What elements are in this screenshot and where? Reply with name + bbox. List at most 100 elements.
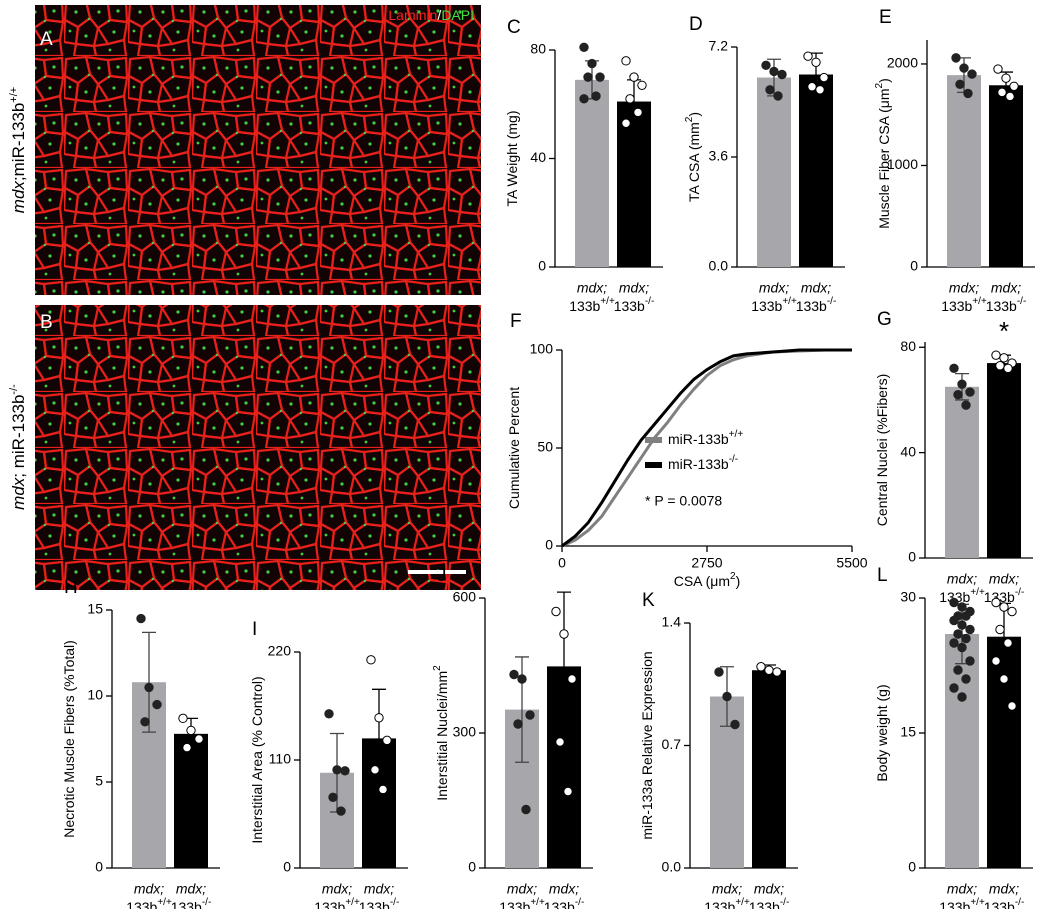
error-bar	[142, 631, 156, 733]
image-label: mdx; miR-133b-/-	[8, 384, 29, 510]
data-point	[819, 72, 829, 83]
data-point	[559, 629, 569, 639]
legend-name: miR-133b	[668, 431, 729, 447]
data-point	[777, 69, 787, 80]
x-tick-label: 133b-/-	[984, 587, 1025, 605]
data-point	[328, 792, 338, 803]
data-point	[378, 784, 388, 795]
label-italic: mdx	[9, 181, 28, 214]
data-point	[521, 804, 531, 815]
bar	[757, 77, 791, 267]
data-point	[587, 58, 597, 69]
y-tick-label: 40	[530, 149, 546, 165]
data-point	[999, 353, 1009, 363]
data-point	[769, 66, 779, 77]
line-series	[561, 348, 852, 548]
data-point	[633, 107, 643, 118]
data-point	[136, 613, 146, 624]
data-point	[583, 72, 593, 82]
cat-text: 133b	[614, 298, 645, 314]
data-point	[957, 642, 967, 653]
x-tick-label: 133b+/+	[126, 897, 172, 909]
label-sup: 2	[684, 116, 695, 122]
data-point	[182, 742, 192, 753]
data-point	[957, 620, 967, 630]
cat-text: 133b	[499, 899, 530, 909]
y-tick-label: 1000	[887, 156, 918, 172]
data-point	[961, 611, 971, 621]
label-sup: -/-	[8, 384, 20, 395]
x-tick-label: 133b-/-	[749, 897, 790, 909]
cat-text: 133b	[704, 899, 735, 909]
data-point	[957, 379, 967, 389]
cat-text: 133b	[939, 589, 970, 605]
panel-letter: A	[40, 29, 53, 50]
y-axis-label: Interstitial Nuclei/mm2	[432, 665, 450, 801]
x-tick-label: 133b+/+	[314, 897, 360, 909]
data-point	[637, 80, 647, 90]
data-point	[595, 72, 605, 82]
cat-text: 133b	[359, 899, 390, 909]
y-axis-label: Interstitial Area (% Control)	[249, 676, 265, 843]
x-tick-label: 133b-/-	[796, 296, 837, 314]
cat-sup: -/-	[1015, 587, 1024, 598]
cat-sup: -/-	[645, 296, 654, 307]
x-tick-label: mdx;	[989, 571, 1019, 587]
data-point	[374, 713, 384, 723]
y-tick-label: 5	[95, 773, 103, 789]
y-axis-label: Body weight (g)	[874, 684, 890, 781]
x-tick-label: mdx;	[754, 881, 784, 897]
data-point	[811, 57, 821, 67]
data-point	[949, 683, 959, 693]
panel-letter: L	[877, 565, 888, 586]
data-point	[961, 400, 971, 410]
micrograph	[35, 5, 481, 295]
y-axis-label: Muscle Fiber CSA (μm2)	[874, 78, 892, 229]
x-tick-label: mdx;	[619, 280, 649, 296]
label-sup: 2	[432, 665, 443, 671]
image-label: mdx;miR-133b+/+	[8, 87, 29, 213]
micrograph	[35, 305, 481, 590]
legend-sup: -/-	[729, 454, 738, 465]
data-point	[382, 735, 392, 746]
cat-text: 133b	[314, 899, 345, 909]
panel-letter: B	[40, 312, 53, 333]
panel-letter: H	[64, 577, 78, 598]
annotation: * P = 0.0078	[645, 493, 722, 509]
x-tick-label: mdx;	[364, 881, 394, 897]
x-tick-label: 133b-/-	[171, 897, 212, 909]
bar	[752, 670, 786, 868]
data-point	[579, 94, 589, 104]
y-tick-label: 2000	[887, 55, 918, 71]
data-point	[366, 655, 376, 665]
y-tick-label: 0	[910, 258, 918, 274]
data-point	[949, 597, 959, 608]
x-tick-label: mdx;	[577, 280, 607, 296]
data-point	[1003, 638, 1013, 648]
cat-sup: +/+	[345, 897, 360, 908]
cat-text: 133b	[941, 298, 972, 314]
x-tick-label: mdx;	[989, 881, 1019, 897]
label-text: Cumulative Percent	[506, 387, 522, 509]
cat-text: 133b	[796, 298, 827, 314]
x-tick-label: 133b+/+	[939, 587, 985, 605]
label-text: Muscle Fiber CSA (μm	[876, 88, 892, 228]
data-point	[336, 806, 346, 816]
y-tick-label: 15	[900, 724, 916, 740]
data-point	[525, 710, 535, 720]
panel-letter: J	[437, 565, 447, 586]
y-tick-label: 7.2	[709, 38, 729, 54]
bar	[945, 634, 979, 868]
data-point	[194, 734, 204, 744]
y-tick-label: 300	[453, 724, 477, 740]
data-point	[807, 82, 817, 92]
cat-text: 133b	[126, 899, 157, 909]
cat-sup: -/-	[390, 897, 399, 908]
data-point	[567, 674, 577, 684]
data-point	[991, 656, 1001, 666]
data-point	[993, 64, 1003, 74]
y-tick-label: 30	[900, 589, 916, 605]
label-text: Interstitial Area (% Control)	[249, 676, 265, 843]
x-axis-label: CSA (μm2)	[674, 571, 741, 589]
cat-text: 133b	[749, 899, 780, 909]
